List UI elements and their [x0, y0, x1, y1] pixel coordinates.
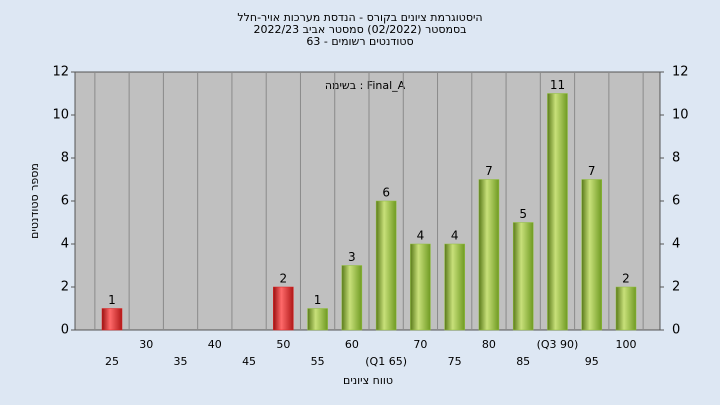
x-tick-label: 35 [174, 355, 188, 368]
value-label: 1 [108, 293, 116, 307]
y-axis-label: מספר סטודנטים [28, 163, 41, 239]
y2-tick-label: 2 [672, 280, 680, 295]
value-label: 7 [485, 164, 493, 178]
x-tick-label: (Q1 65) [365, 355, 407, 368]
y-tick-label: 10 [52, 108, 69, 123]
x-tick-label: 45 [242, 355, 256, 368]
y-tick-label: 6 [61, 194, 69, 209]
y-tick-label: 8 [61, 151, 69, 166]
bar [375, 200, 397, 331]
bar [478, 179, 500, 331]
value-label: 1 [314, 293, 322, 307]
x-tick-label: 80 [482, 338, 496, 351]
plot-area [74, 71, 661, 331]
y2-tick-label: 8 [672, 151, 680, 166]
y-tick-label: 12 [52, 65, 69, 80]
value-label: 2 [280, 272, 288, 286]
value-label: 5 [519, 207, 527, 221]
x-tick-label: (Q3 90) [537, 338, 579, 351]
x-tick-label: 25 [105, 355, 119, 368]
x-tick-label: 50 [276, 338, 290, 351]
value-label: 6 [382, 186, 390, 200]
bar [512, 222, 534, 331]
bar [273, 286, 294, 331]
bar [615, 286, 637, 331]
y2-tick-label: 4 [672, 237, 680, 252]
x-tick-label: 40 [208, 338, 222, 351]
chart-title: היסטוגרמת ציונים בקורס - הנדסת מערכות או… [237, 11, 482, 24]
x-tick-label: 55 [311, 355, 325, 368]
x-tick-label: 95 [585, 355, 599, 368]
bar [444, 243, 465, 331]
y-tick-label: 4 [61, 237, 69, 252]
x-tick-label: 100 [616, 338, 637, 351]
y-tick-label: 0 [61, 323, 69, 338]
y2-tick-label: 0 [672, 323, 680, 338]
value-label: 4 [417, 229, 425, 243]
x-tick-label: 60 [345, 338, 359, 351]
y-tick-label: 2 [61, 280, 69, 295]
bar [547, 93, 568, 331]
chart-title: סטודנטים רשומים - 63 [306, 35, 413, 48]
value-label: 4 [451, 229, 459, 243]
chart-title: בסמסטר (02/2022) סמסטר אביב 2022/23 [253, 23, 466, 36]
value-label: 11 [550, 78, 565, 92]
value-label: 2 [622, 272, 630, 286]
bar [410, 243, 431, 331]
bar [307, 308, 328, 331]
y2-tick-label: 10 [672, 108, 689, 123]
value-label: 7 [588, 164, 596, 178]
value-label: 3 [348, 250, 356, 264]
x-axis-label: טווח ציונים [343, 374, 393, 387]
bar [341, 265, 363, 331]
x-tick-label: 30 [139, 338, 153, 351]
y2-tick-label: 12 [672, 65, 689, 80]
x-tick-label: 75 [448, 355, 462, 368]
bar [581, 179, 602, 331]
annotation: בשימה : Final_A [325, 79, 406, 92]
bar [101, 308, 123, 331]
y2-tick-label: 6 [672, 194, 680, 209]
x-tick-label: 70 [413, 338, 427, 351]
x-tick-label: 85 [516, 355, 530, 368]
